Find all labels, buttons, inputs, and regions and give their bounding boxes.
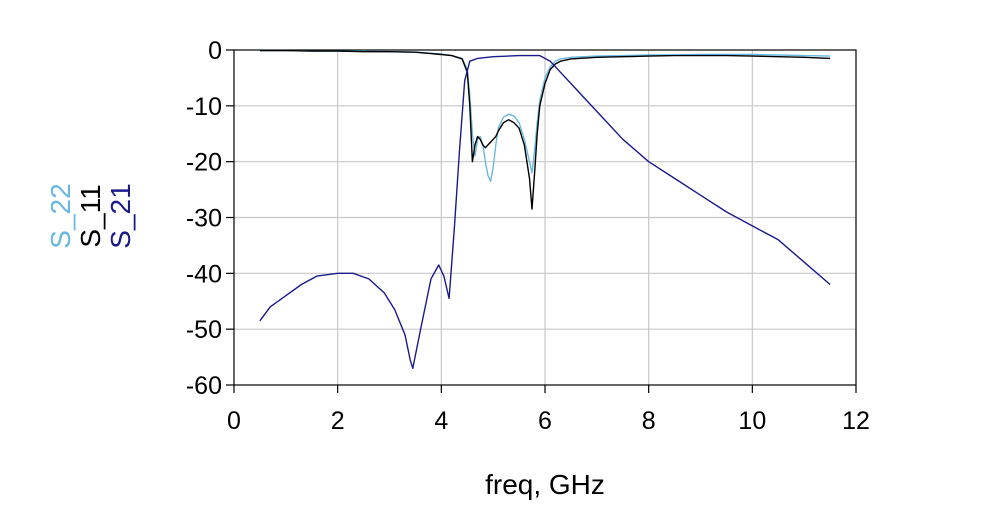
series-label-s-22: S_22 [45, 183, 76, 248]
y-axis-ticks: 0 -10 -20 -30 -40 -50 -60 [186, 37, 234, 400]
x-axis-label: freq, GHz [485, 469, 605, 500]
y-tick-label: -20 [186, 149, 222, 177]
x-tick-label: 4 [434, 407, 448, 435]
y-tick-label: -30 [186, 205, 222, 233]
series-line-s-11 [259, 49, 831, 210]
x-axis-ticks: 0 2 4 6 8 10 12 [227, 385, 870, 435]
y-tick-label: -60 [186, 372, 222, 400]
grid-lines [234, 50, 856, 385]
x-tick-label: 8 [642, 407, 656, 435]
y-tick-label: 0 [208, 37, 222, 65]
x-tick-label: 2 [331, 407, 345, 435]
x-tick-label: 0 [227, 407, 241, 435]
series-line-s-21 [259, 54, 831, 369]
y-tick-label: -50 [186, 316, 222, 344]
y-tick-label: -40 [186, 260, 222, 288]
series-label-s-11: S_11 [75, 184, 106, 247]
series-label-s-21: S_21 [105, 183, 136, 248]
x-tick-label: 10 [738, 407, 766, 435]
y-axis-series-labels: S_22 S_11 S_21 [45, 183, 136, 248]
y-tick-label: -10 [186, 93, 222, 121]
x-tick-label: 12 [842, 407, 870, 435]
x-tick-label: 6 [538, 407, 552, 435]
series-layer [259, 49, 831, 369]
